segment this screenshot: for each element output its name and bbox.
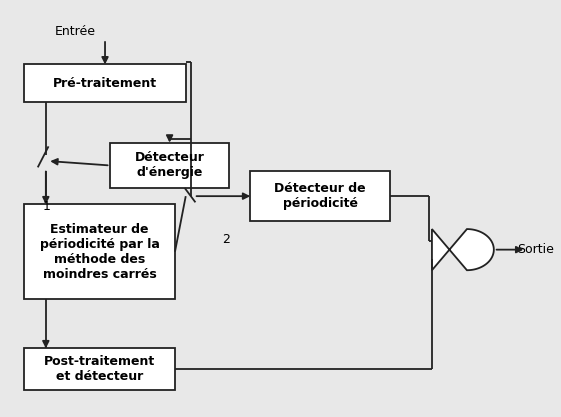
Text: Estimateur de
périodicité par la
méthode des
moindres carrés: Estimateur de périodicité par la méthode… <box>40 223 159 281</box>
Text: Détecteur de
périodicité: Détecteur de périodicité <box>274 182 366 210</box>
Bar <box>250 171 390 221</box>
Text: Détecteur
d'énergie: Détecteur d'énergie <box>135 151 205 179</box>
Text: Post-traitement
et détecteur: Post-traitement et détecteur <box>44 355 155 383</box>
Text: Pré-traitement: Pré-traitement <box>53 76 157 90</box>
Text: Sortie: Sortie <box>517 243 554 256</box>
Text: 2: 2 <box>222 233 230 246</box>
Bar <box>111 143 229 188</box>
Text: Entrée: Entrée <box>55 25 96 38</box>
Bar <box>24 348 175 389</box>
Bar <box>24 65 186 101</box>
Text: 1: 1 <box>43 200 51 213</box>
Bar <box>24 204 175 299</box>
Polygon shape <box>432 229 494 270</box>
